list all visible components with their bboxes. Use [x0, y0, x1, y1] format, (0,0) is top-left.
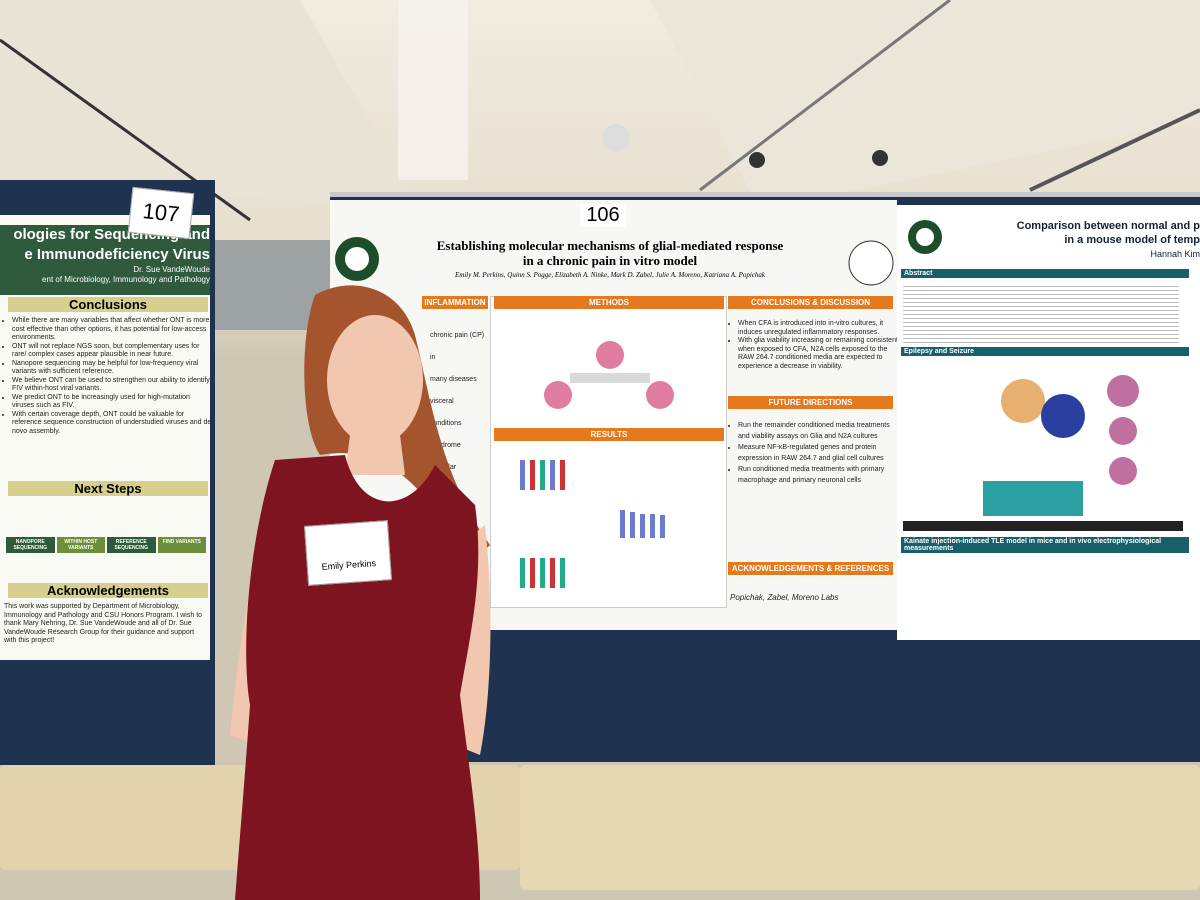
- person: [230, 285, 491, 900]
- section-heading: RESULTS: [494, 428, 724, 441]
- section-heading: CONCLUSIONS & DISCUSSION: [728, 296, 893, 309]
- poster-title: Comparison between normal and p in a mou…: [947, 219, 1200, 261]
- labs: Popichak, Zabel, Moreno Labs: [730, 593, 839, 602]
- section-heading: INFLAMMATION: [422, 296, 488, 309]
- section-heading: Next Steps: [8, 481, 208, 496]
- name-tag: Emily Perkins: [304, 520, 392, 586]
- section-heading: Conclusions: [8, 297, 208, 312]
- bullet: Nanopore sequencing may be helpful for l…: [12, 360, 212, 377]
- author: Dr. Sue VandeWoude: [133, 265, 210, 274]
- text-line: conditions: [430, 420, 462, 427]
- title-line: in a chronic pain in vitro model: [522, 253, 698, 268]
- poster-number: 106: [580, 204, 626, 227]
- bullet: We believe ONT can be used to strengthen…: [12, 377, 212, 394]
- section-heading: Abstract: [901, 269, 1189, 278]
- section-heading: FUTURE DIRECTIONS: [728, 396, 893, 409]
- methods-diagram: [544, 341, 674, 409]
- bullet: With certain coverage depth, ONT could b…: [12, 411, 212, 437]
- conclusion-list: While there are many variables that affe…: [2, 317, 212, 436]
- poster-title: ologies for Sequencing and e Immunodefic…: [0, 225, 210, 295]
- section-heading: Epilepsy and Seizure: [901, 347, 1189, 356]
- title-line: Comparison between normal and p: [1016, 220, 1200, 232]
- poster: ologies for Sequencing and e Immunodefic…: [0, 215, 212, 660]
- title-line: e Immunodeficiency Virus: [24, 246, 210, 263]
- title-line: Establishing molecular mechanisms of gli…: [436, 238, 784, 253]
- bullet: With glia viability increasing or remain…: [738, 337, 900, 371]
- bullet: Run conditioned media treatments with pr…: [738, 464, 900, 486]
- section-heading: Acknowledgements: [8, 583, 208, 598]
- bullet: Run the remainder conditioned media trea…: [738, 420, 900, 442]
- authors: Emily M. Perkins, Quinn S. Pogge, Elizab…: [454, 271, 766, 279]
- section-heading: Kainate injection-induced TLE model in m…: [901, 537, 1189, 553]
- title-line: in a mouse model of temp: [1064, 234, 1200, 246]
- logo: [908, 220, 942, 254]
- table: [520, 765, 1200, 890]
- results-charts: [520, 460, 665, 588]
- abstract-text: [903, 283, 1179, 343]
- section-heading: ACKNOWLEDGEMENTS & REFERENCES: [728, 562, 893, 575]
- logo: [848, 240, 894, 286]
- bullet: When CFA is introduced into in-vitro cul…: [738, 320, 900, 337]
- poster-number: 107: [127, 186, 195, 240]
- epilepsy-figure: [903, 375, 1183, 531]
- bullet: ONT will not replace NGS soon, but compl…: [12, 343, 212, 360]
- step: REFERENCE SEQUENCING: [107, 537, 156, 553]
- acknowledgements: This work was supported by Department of…: [4, 603, 203, 644]
- text-line: many diseases: [430, 376, 477, 383]
- author: Hannah Kim: [1150, 249, 1200, 259]
- section-text: When CFA is introduced into in-vitro cul…: [728, 320, 900, 371]
- step: FIND VARIANTS: [157, 537, 206, 553]
- section-heading: METHODS: [494, 296, 724, 309]
- bullet: Measure NF-κB-regulated genes and protei…: [738, 442, 900, 464]
- text-line: visceral: [430, 398, 454, 405]
- text-line: syndrome: [430, 442, 461, 449]
- text-line: chronic pain (CP) in: [430, 332, 485, 361]
- step: NANOPORE SEQUENCING: [6, 537, 55, 553]
- department: ent of Microbiology, Immunology and Path…: [42, 275, 210, 284]
- bullet: We predict ONT to be increasingly used f…: [12, 394, 212, 411]
- section-text: Run the remainder conditioned media trea…: [728, 420, 900, 486]
- poster: Comparison between normal and p in a mou…: [897, 205, 1200, 640]
- step: WITHIN HOST VARIANTS: [56, 537, 105, 553]
- logo: [335, 237, 379, 281]
- step-row: NANOPORE SEQUENCING WITHIN HOST VARIANTS R…: [6, 537, 206, 553]
- poster-title: Establishing molecular mechanisms of gli…: [390, 238, 830, 283]
- bullet: While there are many variables that affe…: [12, 317, 212, 343]
